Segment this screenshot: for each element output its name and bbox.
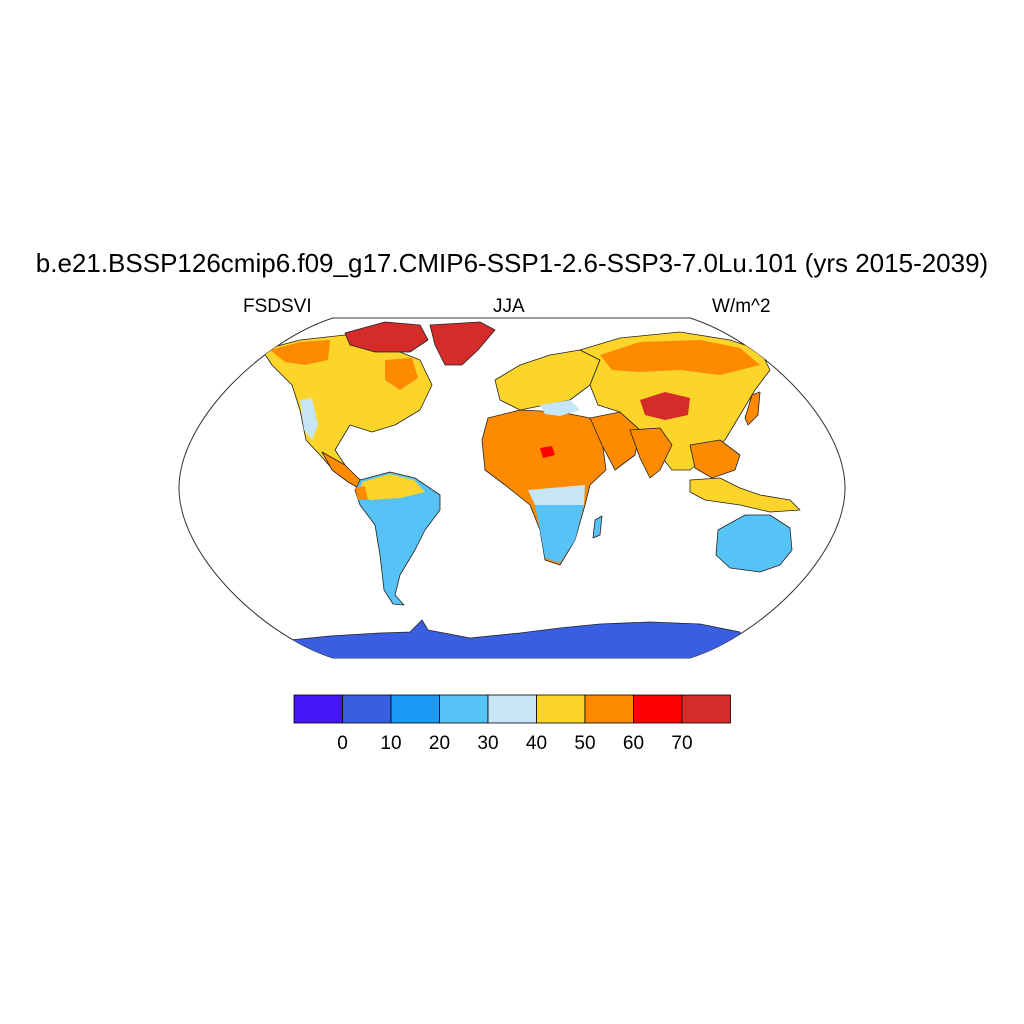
colorbar-swatch	[681, 694, 731, 724]
california-coast-region	[300, 398, 318, 440]
south-america	[354, 471, 441, 606]
colorbar-tick-label: 40	[526, 733, 547, 754]
mediterranean-cool-region	[540, 400, 580, 416]
australia	[715, 514, 793, 573]
colorbar-swatch	[584, 694, 634, 724]
colorbar-tick-label: 20	[429, 733, 450, 754]
amazon-warm-region	[360, 474, 425, 500]
season-label: JJA	[493, 296, 525, 317]
india	[629, 427, 673, 479]
madagascar	[592, 515, 603, 539]
hudson-bay-region	[385, 358, 418, 390]
canadian-arctic-islands	[344, 321, 429, 353]
colorbar-swatch	[633, 694, 683, 724]
colorbar-tick-label: 30	[477, 733, 498, 754]
colorbar-tick-label: 50	[574, 733, 595, 754]
southeast-asia	[689, 439, 741, 479]
central-africa-cool-region	[528, 485, 585, 510]
southern-africa	[535, 505, 584, 563]
colorbar-swatch	[293, 694, 343, 724]
colorbar-swatch	[487, 694, 537, 724]
tibetan-plateau	[640, 392, 690, 420]
colorbar-swatch	[536, 694, 586, 724]
siberia-warm-region	[600, 340, 760, 375]
alaska-warm-region	[270, 340, 330, 365]
colorbar-tick-label: 10	[380, 733, 401, 754]
sahara-hot-region	[540, 446, 555, 458]
colorbar-swatch	[342, 694, 392, 724]
colorbar-swatch	[439, 694, 489, 724]
colorbar-tick-label: 70	[671, 733, 692, 754]
colorbar-swatch	[390, 694, 440, 724]
japan	[744, 391, 761, 426]
andes-warm-region	[355, 486, 368, 500]
colorbar-tick-label: 0	[337, 733, 348, 754]
variable-label: FSDSVI	[243, 296, 312, 317]
colorbar-tick-label: 60	[623, 733, 644, 754]
figure-title: b.e21.BSSP126cmip6.f09_g17.CMIP6-SSP1-2.…	[35, 248, 989, 278]
units-label: W/m^2	[712, 296, 771, 317]
greenland	[429, 321, 496, 366]
indonesia	[689, 477, 801, 513]
